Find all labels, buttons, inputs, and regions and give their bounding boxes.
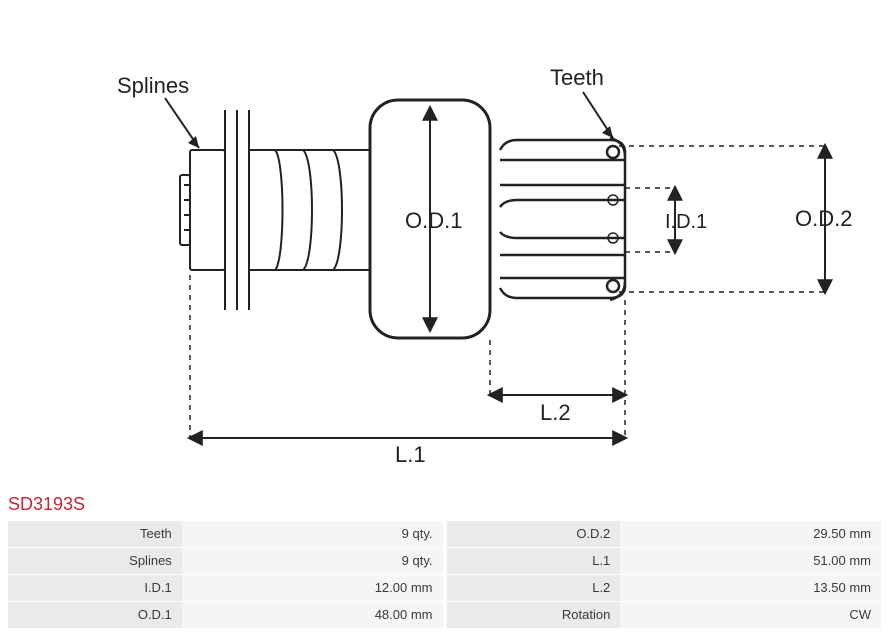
table-row: O.D.1 48.00 mm <box>8 602 443 628</box>
technical-diagram: O.D.1 O.D.2 I.D.1 L.2 L.1 Splines Teeth <box>0 0 889 490</box>
spec-label: O.D.2 <box>447 521 621 547</box>
spec-value: 29.50 mm <box>620 521 881 547</box>
spec-col-left: Teeth 9 qty. Splines 9 qty. I.D.1 12.00 … <box>8 521 443 628</box>
spec-value: 13.50 mm <box>620 575 881 601</box>
table-row: Splines 9 qty. <box>8 548 443 574</box>
part-number: SD3193S <box>8 494 889 515</box>
label-id1: I.D.1 <box>665 211 707 233</box>
spec-label: Rotation <box>447 602 621 628</box>
spec-label: I.D.1 <box>8 575 182 601</box>
spec-label: Splines <box>8 548 182 574</box>
table-row: O.D.2 29.50 mm <box>447 521 882 547</box>
spec-value: 48.00 mm <box>182 602 443 628</box>
spec-table: Teeth 9 qty. Splines 9 qty. I.D.1 12.00 … <box>0 521 889 628</box>
spec-value: CW <box>620 602 881 628</box>
table-row: Teeth 9 qty. <box>8 521 443 547</box>
spec-value: 9 qty. <box>182 521 443 547</box>
label-teeth: Teeth <box>550 65 604 90</box>
table-row: Rotation CW <box>447 602 882 628</box>
spec-col-right: O.D.2 29.50 mm L.1 51.00 mm L.2 13.50 mm… <box>447 521 882 628</box>
label-l2: L.2 <box>540 400 571 425</box>
label-od1: O.D.1 <box>405 208 462 233</box>
spec-label: Teeth <box>8 521 182 547</box>
table-row: L.1 51.00 mm <box>447 548 882 574</box>
table-row: I.D.1 12.00 mm <box>8 575 443 601</box>
spec-value: 12.00 mm <box>182 575 443 601</box>
diagram-svg: O.D.1 O.D.2 I.D.1 L.2 L.1 Splines Teeth <box>25 0 865 480</box>
spec-value: 51.00 mm <box>620 548 881 574</box>
spec-label: O.D.1 <box>8 602 182 628</box>
label-od2: O.D.2 <box>795 206 852 231</box>
label-l1: L.1 <box>395 442 426 467</box>
spec-label: L.1 <box>447 548 621 574</box>
spec-label: L.2 <box>447 575 621 601</box>
table-row: L.2 13.50 mm <box>447 575 882 601</box>
label-splines: Splines <box>117 73 189 98</box>
spec-value: 9 qty. <box>182 548 443 574</box>
